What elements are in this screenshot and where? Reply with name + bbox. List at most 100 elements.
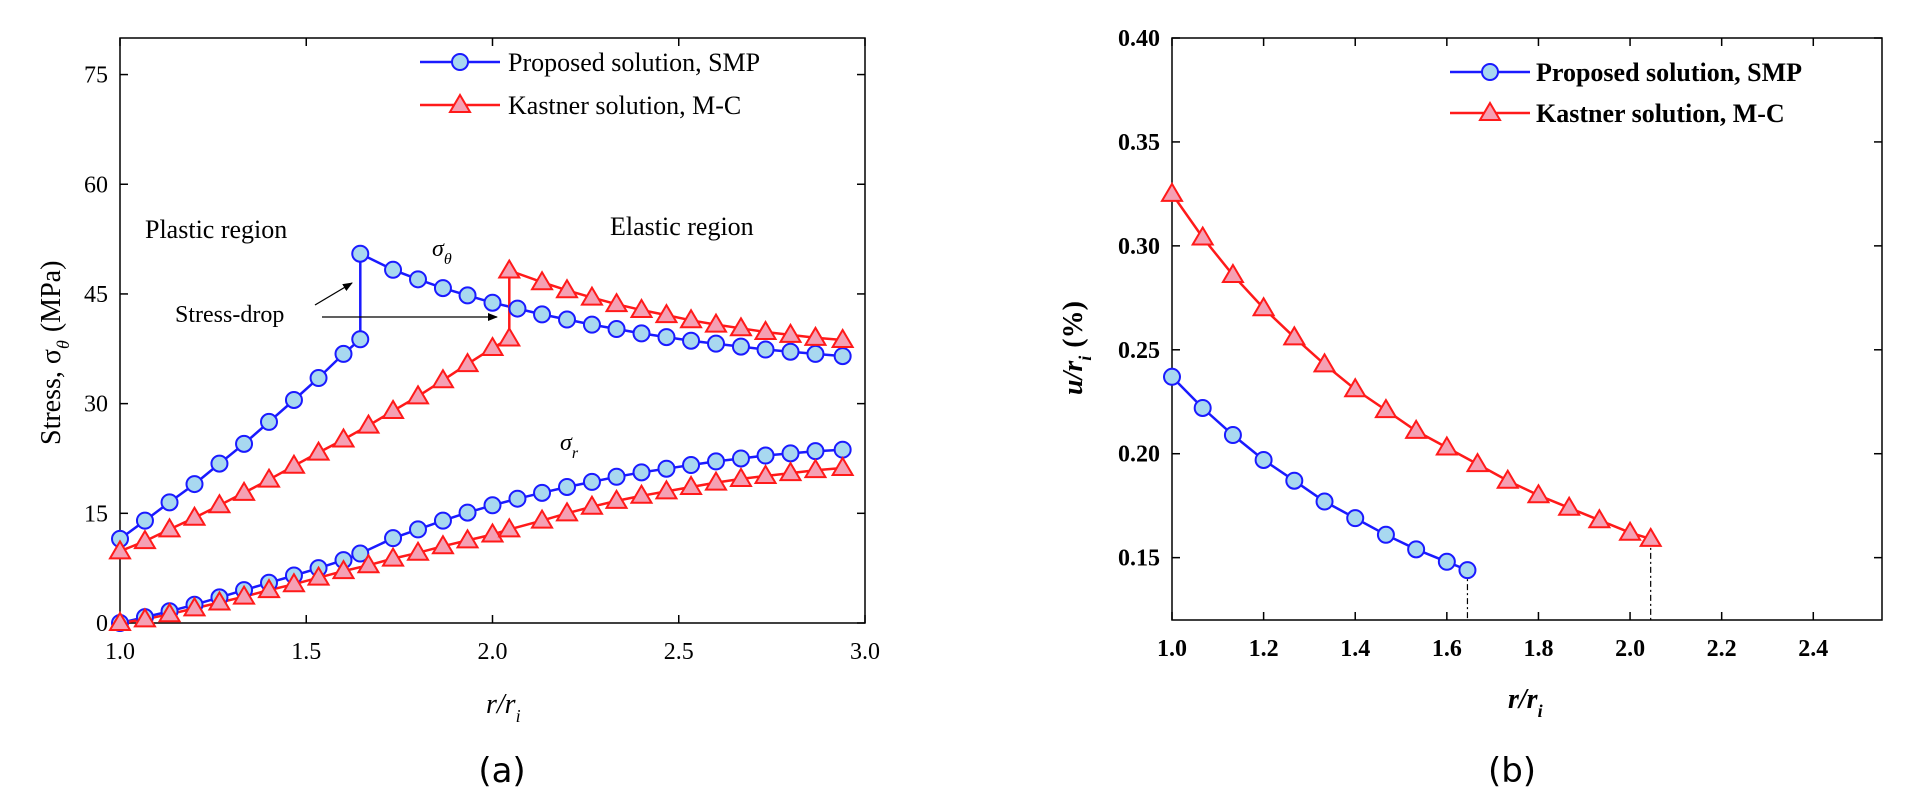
data-point bbox=[384, 260, 403, 279]
data-point bbox=[830, 456, 855, 476]
data-point bbox=[530, 508, 554, 529]
data-point bbox=[1193, 398, 1212, 417]
data-point bbox=[753, 464, 778, 485]
data-point bbox=[497, 326, 522, 347]
data-point bbox=[331, 427, 356, 448]
data-point bbox=[1465, 452, 1490, 473]
data-point bbox=[497, 517, 522, 538]
data-point bbox=[207, 590, 232, 611]
x-tick-label: 2.2 bbox=[1707, 636, 1737, 662]
data-point bbox=[182, 505, 207, 526]
data-point bbox=[483, 496, 502, 515]
data-point bbox=[1312, 352, 1337, 373]
data-point bbox=[185, 475, 204, 494]
data-point bbox=[1221, 262, 1245, 283]
data-point bbox=[1638, 526, 1663, 547]
data-point bbox=[1251, 296, 1276, 317]
data-point bbox=[632, 324, 651, 343]
data-point bbox=[406, 540, 430, 561]
data-point bbox=[781, 342, 800, 361]
data-point bbox=[580, 494, 604, 515]
data-point bbox=[582, 315, 601, 334]
data-point bbox=[707, 334, 725, 353]
data-point bbox=[1315, 492, 1334, 511]
data-point bbox=[682, 456, 701, 475]
data-point bbox=[604, 488, 629, 509]
data-point bbox=[232, 480, 256, 501]
data-point bbox=[135, 511, 154, 530]
x-tick-label: 1.0 bbox=[1157, 636, 1187, 662]
y-tick-label: 30 bbox=[84, 392, 108, 418]
data-point bbox=[232, 584, 256, 605]
data-point bbox=[409, 520, 427, 539]
sigma-r-label: σr bbox=[560, 430, 579, 462]
x-tick-label: 2.0 bbox=[478, 639, 508, 665]
panel-b-axes: 1.0 1.2 1.4 1.6 1.8 2.0 2.2 2.4 0.15 0.20 0.25 0.30… bbox=[1118, 26, 1883, 662]
data-point bbox=[1587, 508, 1612, 529]
legend-label-smp-b: Proposed solution, SMP bbox=[1536, 58, 1802, 87]
data-point bbox=[235, 434, 254, 453]
y-tick-label: 15 bbox=[84, 501, 108, 527]
data-point bbox=[182, 596, 207, 617]
x-tick-label: 3.0 bbox=[850, 639, 880, 665]
data-point bbox=[1254, 450, 1273, 469]
data-point bbox=[657, 459, 676, 478]
panel-a-markers bbox=[108, 244, 855, 632]
data-point bbox=[431, 368, 455, 389]
data-point bbox=[803, 458, 828, 479]
elastic-region-label: Elastic region bbox=[610, 212, 754, 241]
caption-b: (b) bbox=[1488, 751, 1536, 791]
data-point bbox=[731, 337, 750, 356]
panel-b: 1.0 1.2 1.4 1.6 1.8 2.0 2.2 2.4 0.15 0.20 0.25 0.30… bbox=[1058, 26, 1883, 721]
data-point bbox=[654, 479, 679, 500]
data-point bbox=[778, 322, 803, 343]
data-point bbox=[309, 369, 328, 388]
plot-frame bbox=[1171, 37, 1883, 621]
data-point bbox=[756, 340, 775, 359]
data-point bbox=[682, 331, 701, 350]
data-point bbox=[306, 565, 331, 586]
y-tick-label: 0.25 bbox=[1118, 338, 1160, 364]
data-point bbox=[157, 602, 182, 623]
data-point bbox=[1407, 540, 1426, 559]
x-tick-label: 1.5 bbox=[291, 639, 321, 665]
data-point bbox=[108, 611, 132, 631]
y-tick-label: 0.15 bbox=[1118, 546, 1160, 572]
panel-b-markers bbox=[1160, 181, 1663, 580]
data-point bbox=[1163, 367, 1181, 386]
y-tick-label: 0 bbox=[96, 611, 108, 637]
data-point bbox=[731, 449, 750, 468]
data-point bbox=[497, 258, 522, 279]
data-point bbox=[334, 344, 353, 363]
data-point bbox=[803, 325, 828, 346]
panel-a-x-label: r/ri bbox=[486, 689, 521, 726]
legend-marker-triangle-icon bbox=[448, 93, 472, 113]
x-tick-label: 2.5 bbox=[664, 639, 694, 665]
data-point bbox=[729, 316, 753, 337]
data-point bbox=[381, 398, 405, 419]
data-point bbox=[160, 493, 179, 512]
panel-b-y-label: u/ri(%) bbox=[1058, 301, 1095, 395]
data-point bbox=[108, 539, 132, 560]
data-point bbox=[431, 534, 455, 555]
stress-drop-label: Stress-drop bbox=[175, 302, 284, 328]
data-point bbox=[753, 319, 778, 340]
data-point bbox=[707, 452, 725, 471]
panel-a-legend: Proposed solution, SMP Kastner solution,… bbox=[420, 48, 760, 120]
data-point bbox=[558, 477, 576, 496]
data-point bbox=[282, 572, 306, 593]
data-point bbox=[1160, 181, 1184, 202]
data-point bbox=[1618, 520, 1642, 541]
x-tick-label: 1.4 bbox=[1340, 636, 1370, 662]
data-point bbox=[133, 529, 157, 550]
data-point bbox=[157, 517, 182, 538]
data-point bbox=[778, 461, 803, 482]
legend-marker-triangle-icon bbox=[1478, 101, 1502, 121]
data-point bbox=[207, 493, 232, 514]
data-point bbox=[433, 279, 452, 298]
data-point bbox=[580, 285, 604, 306]
series-line-0 bbox=[1171, 375, 1468, 572]
legend-label-mc-b: Kastner solution, M-C bbox=[1536, 99, 1785, 128]
data-point bbox=[833, 440, 852, 459]
